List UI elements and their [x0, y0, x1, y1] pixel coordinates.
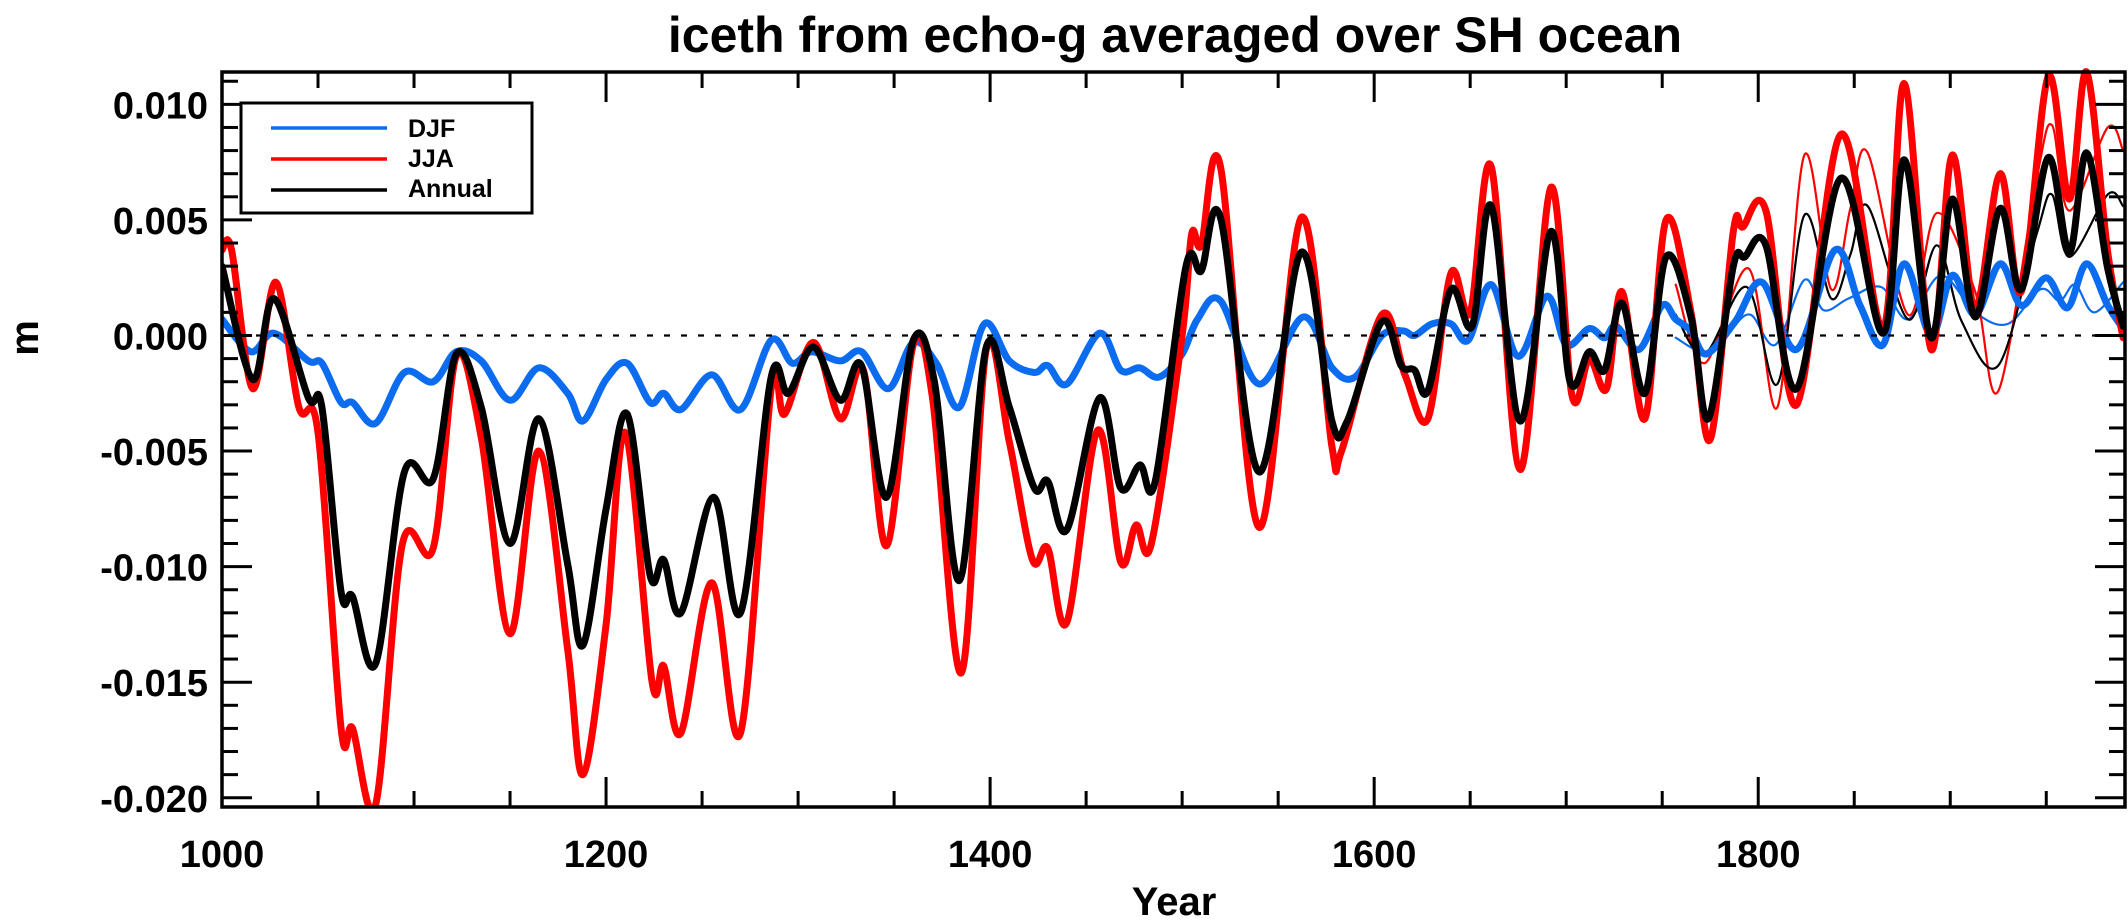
chart-title: iceth from echo-g averaged over SH ocean [668, 7, 1682, 63]
x-tick-label: 1000 [180, 834, 265, 876]
plot-frame [220, 70, 2127, 809]
series-line-annual [222, 149, 2127, 671]
x-tick-label: 1800 [1716, 834, 1801, 876]
series-layer [222, 68, 2127, 807]
y-tick-label: 0.000 [113, 316, 208, 358]
y-tick-label: -0.020 [100, 779, 208, 821]
y-axis-label: m [3, 320, 47, 356]
series-line-jja [222, 68, 2127, 807]
x-tick-label: 1400 [948, 834, 1033, 876]
legend-label-jja: JJA [408, 145, 454, 173]
legend-label-annual: Annual [408, 175, 493, 203]
y-tick-label: -0.005 [100, 432, 208, 474]
x-axis-label: Year [1132, 880, 1217, 924]
axis-ticks [220, 72, 2125, 807]
y-tick-label: 0.005 [113, 201, 208, 243]
y-tick-labels: 0.010 0.005 0.000 -0.005 -0.010 -0.015 -0.020 [100, 85, 208, 820]
legend: DJF JJA Annual [239, 101, 534, 215]
series-line-annual-thin [1674, 191, 2125, 386]
series-line-djf [222, 245, 2127, 428]
legend-label-djf: DJF [408, 115, 455, 143]
y-tick-label: -0.010 [100, 548, 208, 590]
series-line-jja-thin [1674, 123, 2125, 410]
y-tick-label: -0.015 [100, 663, 208, 705]
y-tick-label: 0.010 [113, 85, 208, 127]
x-tick-labels: 1000 1200 1400 1600 1800 [180, 834, 1801, 876]
x-tick-label: 1600 [1332, 834, 1417, 876]
x-tick-label: 1200 [564, 834, 649, 876]
